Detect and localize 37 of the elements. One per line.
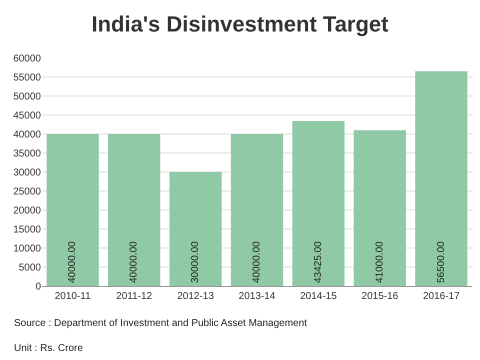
bar (415, 71, 468, 286)
y-tick-label: 40000 (13, 130, 42, 140)
text: Unit : Rs. Crore (14, 343, 84, 354)
y-tick-label: 35000 (13, 148, 42, 160)
x-tick-label: 2010-11 (54, 291, 92, 302)
y-tick-label: 15000 (13, 224, 42, 236)
data-label: 30000.00 (190, 240, 202, 283)
x-tick-label: 2011-12 (116, 291, 153, 302)
x-tick-label: 2013-14 (238, 291, 276, 302)
y-tick-label: 10000 (13, 244, 42, 254)
data-label: 43425.00 (312, 240, 324, 283)
y-tick-label: 50000 (13, 92, 42, 102)
y-tick-label: 25000 (13, 186, 42, 198)
data-label: 40000.00 (67, 240, 78, 283)
y-tick-label: 0 (35, 282, 42, 292)
y-tick-label: 60000 (13, 54, 42, 64)
y-tick-label: 20000 (13, 206, 42, 216)
data-label: 56500.00 (436, 240, 447, 283)
x-tick-label: 2016-17 (422, 291, 460, 302)
y-tick-label: 45000 (13, 110, 42, 122)
y-tick-label: 55000 (13, 72, 42, 84)
data-label: 41000.00 (374, 240, 386, 283)
bar (46, 134, 99, 286)
x-tick-label: 2014-15 (300, 291, 338, 302)
data-label: 40000.00 (252, 240, 262, 283)
y-tick-label: 30000 (13, 168, 42, 178)
data-label: 40000.00 (128, 240, 140, 283)
chart-title: India's Disinvestment Target (91, 12, 390, 37)
bar (230, 134, 284, 286)
y-tick-label: 5000 (18, 262, 42, 274)
bar (108, 134, 160, 286)
bar (169, 172, 222, 286)
source-note: Source : Department of Investment and Public Asset Management (14, 318, 308, 329)
bar (354, 130, 406, 286)
x-tick-label: 2012-13 (177, 291, 214, 302)
bar (292, 120, 345, 286)
x-tick-label: 2015-16 (362, 291, 399, 302)
